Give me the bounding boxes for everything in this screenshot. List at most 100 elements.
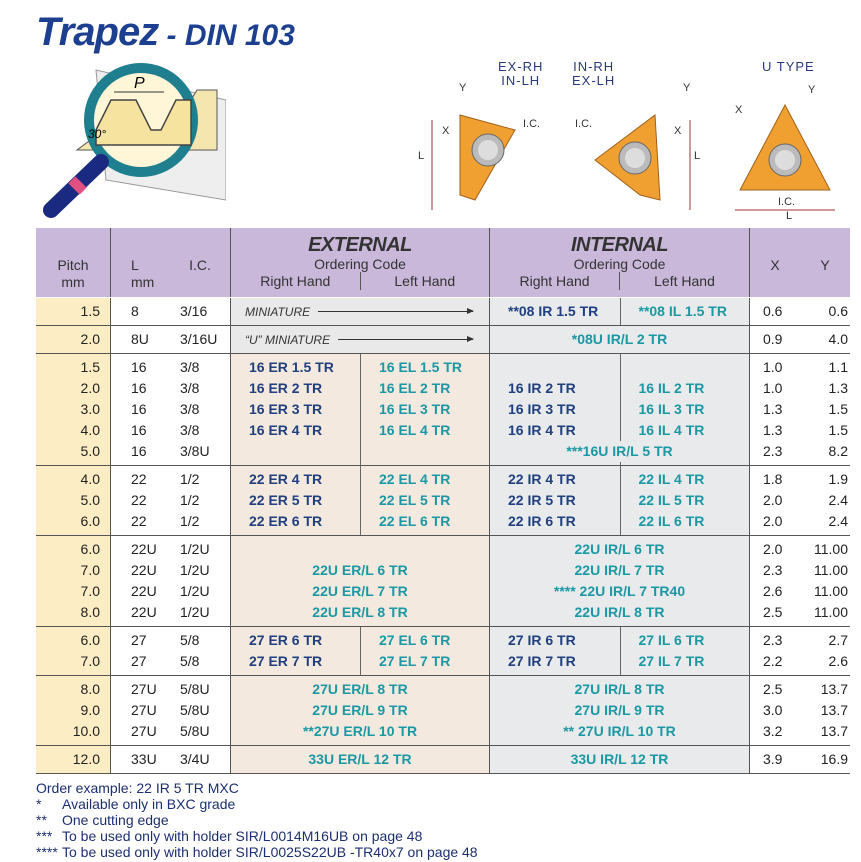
code-line: 27U ER/L 8 TR <box>231 679 489 700</box>
x-cell-value: 2.3 <box>763 562 783 578</box>
external-code-cell: 16 ER 1.5 TR 16 EL 1.5 TR 16 ER 2 TR 16 EL … <box>230 354 489 465</box>
right-hand-code: 22 IR 5 TR <box>508 492 576 508</box>
external-code-cell: 33U ER/L 12 TR <box>230 746 489 773</box>
dim-y: Y <box>459 82 467 94</box>
pitch-cell-value: 4.0 <box>80 422 100 438</box>
code-list: 22 IR 4 TR 22 IL 4 TR 22 IR 5 TR 22 IL 5 TR… <box>490 466 749 535</box>
ordering-code: **** 22U IR/L 7 TR40 <box>553 583 686 599</box>
code-list: 27U ER/L 8 TR 27U ER/L 9 TR **27U ER/L 10 … <box>231 676 489 745</box>
dim-ic: I.C. <box>575 118 593 130</box>
ic-cell-value: 1/2 <box>180 471 200 487</box>
dim-y: Y <box>808 84 816 96</box>
ordering-code: 22U IR/L 8 TR <box>574 604 665 620</box>
pitch-cell-value: 5.0 <box>80 443 100 459</box>
column-divider <box>619 354 621 465</box>
code-line: **27U ER/L 10 TR <box>231 721 489 742</box>
left-hand-code: 22 IL 6 TR <box>638 513 705 529</box>
l-cell-value: 27U <box>131 681 157 697</box>
code-line: 27U ER/L 9 TR <box>231 700 489 721</box>
code-list: 33U ER/L 12 TR <box>231 746 489 773</box>
right-hand-code: 22 ER 4 TR <box>249 471 323 487</box>
y-cell: 0.6 <box>800 298 850 325</box>
ordering-code: 27U ER/L 9 TR <box>312 702 408 718</box>
right-hand-code: 16 IR 3 TR <box>508 401 576 417</box>
external-code-cell: 27U ER/L 8 TR 27U ER/L 9 TR **27U ER/L 10 … <box>230 676 489 745</box>
left-hand-code: 22 EL 5 TR <box>379 492 451 508</box>
y-cell-value: 4.0 <box>828 331 848 347</box>
left-hand-code: 22 EL 6 TR <box>379 513 451 529</box>
left-hand-code: 16 IL 3 TR <box>638 401 705 417</box>
code-line: 27 ER 7 TR 27 EL 7 TR <box>231 651 489 672</box>
ordering-code: 22U ER/L 6 TR <box>312 562 408 578</box>
y-cell: 16.9 <box>800 746 850 773</box>
l-cell-value: 22 <box>131 492 147 508</box>
l-cell: 22 22 22 <box>110 466 170 535</box>
internal-code-cell: 27U IR/L 8 TR 27U IR/L 9 TR ** 27U IR/L 10… <box>489 676 749 745</box>
ic-cell-value: 3/8 <box>180 380 200 396</box>
external-code-cell: 27 ER 6 TR 27 EL 6 TR 27 ER 7 TR 27 EL 7 TR <box>230 627 489 675</box>
footnote: **** To be used only with holder SIR/L002… <box>36 844 478 860</box>
pitch-cell-value: 8.0 <box>80 681 100 697</box>
footnote-marker: * <box>36 796 42 812</box>
code-line: 22 IR 6 TR 22 IL 6 TR <box>490 511 749 532</box>
right-hand-code: 22 ER 6 TR <box>249 513 323 529</box>
header-ic: I.C. <box>189 257 211 273</box>
code-line: 27 ER 6 TR 27 EL 6 TR <box>231 630 489 651</box>
right-hand-code: 27 ER 7 TR <box>249 653 323 669</box>
internal-code-cell: 16 IR 2 TR 16 IL 2 TR 16 IR 3 TR 16 IL 3 TR… <box>489 354 749 465</box>
header-external: EXTERNAL Ordering Code Right Hand Left Han… <box>230 228 489 297</box>
y-cell-value: 1.1 <box>828 359 848 375</box>
footnote: * Available only in BXC grade <box>36 796 478 812</box>
table-row-group: 1.5 2.0 3.0 4.0 5.0 16 16 16 16 16 3/8 3/8 3/8 3/8 3/8… <box>36 354 850 466</box>
left-hand-code: 16 EL 3 TR <box>379 401 451 417</box>
ordering-code: 33U IR/L 12 TR <box>570 751 669 767</box>
pitch-cell-value: 7.0 <box>80 583 100 599</box>
code-line: 27U IR/L 9 TR <box>490 700 749 721</box>
dim-ic: I.C. <box>523 118 541 130</box>
code-list: 27 IR 6 TR 27 IL 6 TR 27 IR 7 TR 27 IL 7 TR <box>490 627 749 675</box>
x-cell-value: 3.9 <box>763 751 783 767</box>
table-row-group: 6.0 7.0 7.0 8.0 22U 22U 22U 22U 1/2U 1/2U 1/2U 1/2U… <box>36 536 850 627</box>
diagram-2-label: IN-RH EX-LH <box>572 59 616 88</box>
column-divider <box>360 466 361 535</box>
x-cell-value: 3.0 <box>763 702 783 718</box>
code-line <box>231 539 489 560</box>
pitch-label: P <box>134 75 145 92</box>
right-hand-code: **08 IR 1.5 TR <box>508 303 599 319</box>
ic-cell-value: 1/2U <box>180 541 210 557</box>
code-list: 22U IR/L 6 TR 22U IR/L 7 TR **** 22U IR/L … <box>490 536 749 626</box>
footnote: *** To be used only with holder SIR/L0014… <box>36 828 478 844</box>
pitch-cell: 1.5 2.0 3.0 4.0 5.0 <box>36 354 110 465</box>
y-cell-value: 8.2 <box>828 443 848 459</box>
external-code-cell: 22 ER 4 TR 22 EL 4 TR 22 ER 5 TR 22 EL 5 TR… <box>230 466 489 535</box>
y-cell-value: 2.4 <box>828 513 848 529</box>
footnote-marker: ** <box>36 812 47 828</box>
dim-y: Y <box>683 82 691 94</box>
diagram-1-label: EX-RH IN-LH <box>498 59 544 88</box>
column-divider <box>619 627 621 675</box>
x-cell: 2.5 3.0 3.2 <box>749 676 800 745</box>
header-y: Y <box>820 257 830 273</box>
l-cell-value: 16 <box>131 443 147 459</box>
x-cell: 1.8 2.0 2.0 <box>749 466 800 535</box>
ic-cell: 3/16 <box>170 298 230 325</box>
footnote-text: To be used only with holder SIR/L0025S22… <box>62 844 478 860</box>
x-cell-value: 2.0 <box>763 492 783 508</box>
y-cell: 13.7 13.7 13.7 <box>800 676 850 745</box>
y-cell-value: 13.7 <box>820 681 848 697</box>
ic-cell: 1/2 1/2 1/2 <box>170 466 230 535</box>
title-main: Trapez <box>36 10 159 54</box>
ordering-code: 22U IR/L 6 TR <box>574 541 665 557</box>
left-hand-code: 16 IL 2 TR <box>638 380 705 396</box>
code-list: 27U IR/L 8 TR 27U IR/L 9 TR ** 27U IR/L 10… <box>490 676 749 745</box>
code-line: 16 ER 4 TR 16 EL 4 TR <box>231 420 489 441</box>
pitch-cell: 6.0 7.0 7.0 8.0 <box>36 536 110 626</box>
ic-cell-value: 3/8 <box>180 422 200 438</box>
x-cell-value: 2.3 <box>763 632 783 648</box>
pitch-cell-value: 10.0 <box>72 723 100 739</box>
pitch-cell-value: 3.0 <box>80 401 100 417</box>
code-line: 22 ER 6 TR 22 EL 6 TR <box>231 511 489 532</box>
insert-diagram-u-type <box>735 103 835 211</box>
l-cell-value: 16 <box>131 401 147 417</box>
diagram-3-label: U TYPE <box>762 59 815 74</box>
